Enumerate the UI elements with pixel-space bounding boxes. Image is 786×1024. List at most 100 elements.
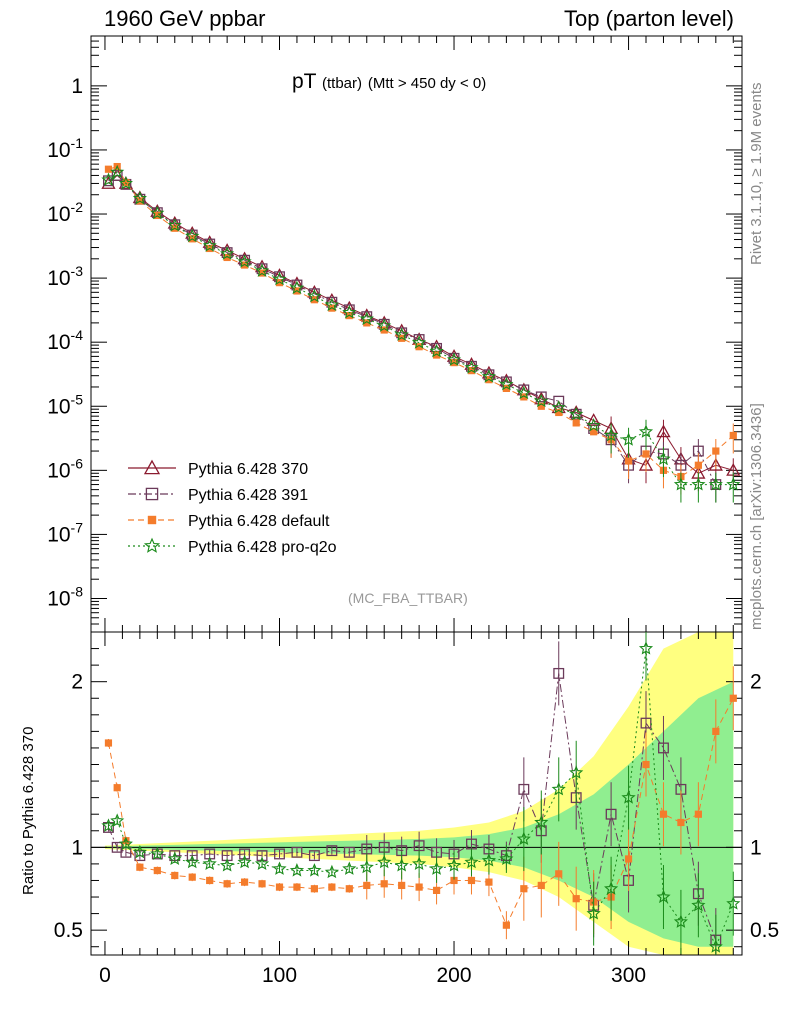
x-tick-label: 0 — [99, 964, 111, 987]
ratio-data-point — [551, 781, 566, 796]
ratio-data-point — [345, 885, 353, 893]
ratio-data-point — [343, 846, 355, 858]
main-data-point — [310, 296, 318, 304]
main-data-point — [132, 190, 147, 205]
header-right: Top (parton level) — [564, 6, 734, 31]
main-data-point — [481, 369, 496, 383]
ratio-data-point — [113, 784, 121, 792]
ratio-data-point — [293, 883, 301, 891]
main-data-point — [394, 327, 409, 341]
ratio-data-point — [206, 876, 214, 885]
ratio-data-point — [691, 897, 706, 912]
ratio-data-point — [223, 880, 231, 888]
main-series-line — [108, 171, 734, 486]
ratio-data-point — [118, 836, 133, 851]
y-tick-label: 10-6 — [47, 455, 83, 482]
main-data-point — [516, 385, 531, 400]
ratio-data-point — [677, 818, 685, 827]
ratio-data-point — [202, 856, 217, 870]
y-tick-label: 10-8 — [47, 583, 83, 610]
legend-marker — [143, 537, 161, 553]
ratio-data-point — [167, 851, 182, 865]
main-data-point — [621, 432, 636, 446]
ratio-data-point — [520, 885, 528, 893]
ratio-plot-frame — [90, 631, 743, 956]
ratio-data-point — [310, 885, 318, 893]
main-data-point — [569, 406, 584, 421]
y-tick-label: 10-1 — [47, 135, 83, 162]
main-data-point — [167, 218, 182, 232]
main-data-point — [586, 418, 601, 432]
main-data-point — [604, 428, 619, 442]
ratio-data-point — [274, 848, 285, 860]
ratio-data-point — [534, 815, 549, 829]
main-data-point — [254, 263, 270, 277]
main-data-point — [342, 305, 357, 319]
main-data-point — [359, 311, 374, 326]
main-data-point — [110, 164, 125, 179]
ratio-data-point — [171, 871, 179, 880]
main-data-point — [220, 246, 235, 260]
x-tick-label: 300 — [611, 964, 646, 987]
main-data-point — [275, 279, 284, 287]
main-data-point — [694, 461, 702, 469]
ratio-data-point — [104, 739, 113, 747]
ratio-data-point — [485, 878, 493, 886]
ratio-y-tick-label-right: 1 — [750, 836, 762, 859]
main-data-point — [553, 395, 565, 407]
ratio-data-point — [307, 863, 322, 877]
main-data-point — [289, 280, 305, 295]
legend-marker — [145, 487, 159, 501]
main-data-point — [708, 477, 723, 491]
main-data-point — [446, 352, 462, 366]
ratio-data-point — [621, 790, 636, 804]
ratio-data-point — [394, 858, 409, 872]
main-data-point — [398, 334, 406, 342]
main-data-point — [432, 351, 441, 359]
main-data-point — [535, 391, 547, 403]
main-data-point — [624, 457, 633, 465]
ratio-data-point — [136, 863, 144, 871]
main-data-point — [122, 178, 130, 187]
ratio-data-point — [502, 921, 510, 929]
main-data-point — [551, 400, 566, 414]
ratio-data-point — [481, 853, 496, 867]
main-data-point — [729, 431, 737, 440]
main-data-point — [673, 477, 688, 491]
ratio-data-point — [572, 895, 580, 903]
ratio-data-point — [537, 881, 545, 890]
ratio-data-point — [659, 810, 668, 818]
ratio-data-point — [467, 876, 476, 885]
main-data-point — [237, 254, 252, 268]
ratio-data-point — [429, 861, 444, 875]
x-tick-label: 200 — [437, 964, 472, 987]
legend-label: Pythia 6.428 default — [188, 513, 330, 530]
ratio-data-point — [220, 858, 235, 872]
x-tick-label: 100 — [262, 964, 297, 987]
ratio-data-point — [275, 883, 284, 891]
ratio-data-point — [237, 854, 252, 869]
ratio-data-point — [446, 858, 462, 872]
main-data-point — [502, 384, 510, 392]
ratio-data-point — [308, 850, 320, 862]
main-data-point — [363, 319, 371, 327]
analysis-watermark: (MC_FBA_TTBAR) — [348, 590, 468, 606]
ratio-data-point — [363, 881, 371, 890]
main-data-point — [101, 172, 116, 186]
ratio-data-point — [658, 742, 669, 754]
ratio-data-point — [415, 883, 423, 891]
main-data-point — [150, 205, 165, 220]
ratio-data-point — [586, 906, 601, 920]
main-data-point — [429, 343, 444, 358]
ratio-data-point — [464, 854, 479, 869]
plot-title-suffix: (ttbar) — [321, 75, 362, 92]
main-data-point — [104, 165, 113, 173]
main-data-point — [223, 253, 231, 262]
header-left: 1960 GeV ppbar — [104, 6, 266, 31]
main-data-point — [118, 175, 133, 190]
ratio-data-point — [254, 856, 270, 870]
ratio-data-point — [726, 896, 741, 910]
ratio-y-tick-label: 2 — [71, 671, 83, 694]
ratio-data-point — [605, 808, 617, 820]
